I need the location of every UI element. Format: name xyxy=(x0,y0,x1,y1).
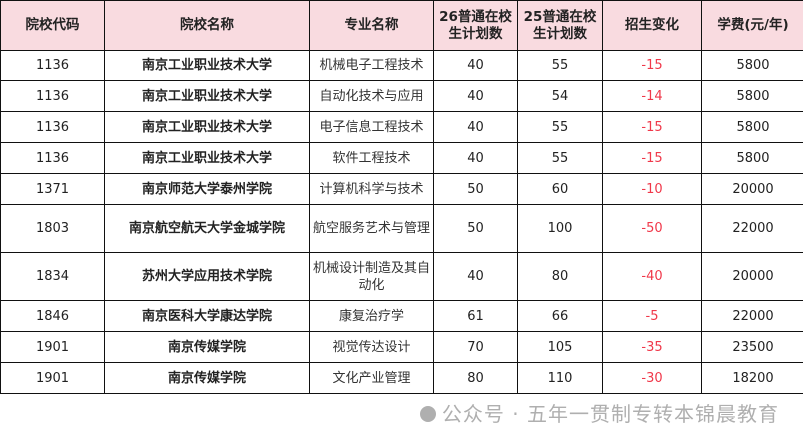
cell-chg: -40 xyxy=(602,252,702,301)
cell-n25: 54 xyxy=(517,80,603,112)
cell-n26: 40 xyxy=(433,142,518,174)
header-school-code: 院校代码 xyxy=(0,0,105,51)
header-change: 招生变化 xyxy=(602,0,702,51)
cell-school: 南京工业职业技术大学 xyxy=(104,50,310,81)
cell-n26: 40 xyxy=(433,111,518,143)
cell-major: 机械电子工程技术 xyxy=(309,50,434,81)
cell-school: 南京师范大学泰州学院 xyxy=(104,173,310,205)
watermark-text: 公众号 · 五年一贯制专转本锦晨教育 xyxy=(441,402,779,426)
cell-code: 1901 xyxy=(0,362,105,394)
cell-major: 计算机科学与技术 xyxy=(309,173,434,205)
cell-major: 文化产业管理 xyxy=(309,362,434,394)
cell-n26: 40 xyxy=(433,80,518,112)
cell-fee: 22000 xyxy=(701,204,803,253)
cell-code: 1136 xyxy=(0,80,105,112)
cell-n25: 55 xyxy=(517,111,603,143)
header-major: 专业名称 xyxy=(309,0,434,51)
cell-major: 航空服务艺术与管理 xyxy=(309,204,434,253)
header-plan-25: 25普通在校生计划数 xyxy=(517,0,603,51)
cell-chg: -15 xyxy=(602,111,702,143)
cell-n26: 61 xyxy=(433,300,518,332)
cell-major: 软件工程技术 xyxy=(309,142,434,174)
cell-n25: 60 xyxy=(517,173,603,205)
cell-n26: 70 xyxy=(433,331,518,363)
table-row: 1901 南京传媒学院 视觉传达设计 70 105 -35 23500 xyxy=(0,331,803,363)
cell-fee: 5800 xyxy=(701,50,803,81)
cell-code: 1136 xyxy=(0,142,105,174)
cell-code: 1371 xyxy=(0,173,105,205)
cell-major: 电子信息工程技术 xyxy=(309,111,434,143)
cell-fee: 5800 xyxy=(701,142,803,174)
cell-n25: 66 xyxy=(517,300,603,332)
table-row: 1803 南京航空航天大学金城学院 航空服务艺术与管理 50 100 -50 22000 xyxy=(0,204,803,253)
cell-n25: 80 xyxy=(517,252,603,301)
wechat-icon xyxy=(419,406,436,422)
cell-school: 南京医科大学康达学院 xyxy=(104,300,310,332)
watermark: 公众号 · 五年一贯制专转本锦晨教育 xyxy=(419,402,779,426)
cell-school: 苏州大学应用技术学院 xyxy=(104,252,310,301)
cell-major: 康复治疗学 xyxy=(309,300,434,332)
cell-fee: 20000 xyxy=(701,252,803,301)
table-row: 1901 南京传媒学院 文化产业管理 80 110 -30 18200 xyxy=(0,362,803,394)
header-school-name: 院校名称 xyxy=(104,0,310,51)
cell-n26: 40 xyxy=(433,50,518,81)
cell-code: 1803 xyxy=(0,204,105,253)
cell-code: 1834 xyxy=(0,252,105,301)
cell-fee: 5800 xyxy=(701,80,803,112)
cell-school: 南京传媒学院 xyxy=(104,331,310,363)
table-row: 1136 南京工业职业技术大学 电子信息工程技术 40 55 -15 5800 xyxy=(0,111,803,143)
cell-fee: 23500 xyxy=(701,331,803,363)
table-row: 1834 苏州大学应用技术学院 机械设计制造及其自动化 40 80 -40 20000 xyxy=(0,252,803,301)
cell-chg: -5 xyxy=(602,300,702,332)
cell-n26: 50 xyxy=(433,173,518,205)
cell-school: 南京工业职业技术大学 xyxy=(104,142,310,174)
cell-fee: 5800 xyxy=(701,111,803,143)
cell-n25: 55 xyxy=(517,50,603,81)
enrollment-table: 院校代码 院校名称 专业名称 26普通在校生计划数 25普通在校生计划数 招生变化 学费(元… xyxy=(0,0,803,394)
cell-chg: -35 xyxy=(602,331,702,363)
cell-n25: 105 xyxy=(517,331,603,363)
cell-code: 1136 xyxy=(0,111,105,143)
cell-school: 南京工业职业技术大学 xyxy=(104,80,310,112)
cell-n25: 100 xyxy=(517,204,603,253)
cell-chg: -10 xyxy=(602,173,702,205)
cell-fee: 18200 xyxy=(701,362,803,394)
cell-chg: -15 xyxy=(602,142,702,174)
cell-school: 南京航空航天大学金城学院 xyxy=(104,204,310,253)
cell-chg: -50 xyxy=(602,204,702,253)
header-row: 院校代码 院校名称 专业名称 26普通在校生计划数 25普通在校生计划数 招生变化 学费(元… xyxy=(0,0,803,51)
cell-n26: 80 xyxy=(433,362,518,394)
cell-school: 南京传媒学院 xyxy=(104,362,310,394)
header-tuition: 学费(元/年) xyxy=(701,0,803,51)
cell-code: 1136 xyxy=(0,50,105,81)
cell-major: 视觉传达设计 xyxy=(309,331,434,363)
cell-chg: -30 xyxy=(602,362,702,394)
cell-n25: 55 xyxy=(517,142,603,174)
cell-code: 1846 xyxy=(0,300,105,332)
header-plan-26: 26普通在校生计划数 xyxy=(433,0,518,51)
cell-n25: 110 xyxy=(517,362,603,394)
table-row: 1371 南京师范大学泰州学院 计算机科学与技术 50 60 -10 20000 xyxy=(0,173,803,205)
cell-chg: -14 xyxy=(602,80,702,112)
cell-major: 机械设计制造及其自动化 xyxy=(309,252,434,301)
table-row: 1136 南京工业职业技术大学 软件工程技术 40 55 -15 5800 xyxy=(0,142,803,174)
cell-school: 南京工业职业技术大学 xyxy=(104,111,310,143)
cell-n26: 40 xyxy=(433,252,518,301)
table-row: 1136 南京工业职业技术大学 机械电子工程技术 40 55 -15 5800 xyxy=(0,50,803,81)
cell-chg: -15 xyxy=(602,50,702,81)
cell-major: 自动化技术与应用 xyxy=(309,80,434,112)
cell-fee: 20000 xyxy=(701,173,803,205)
cell-n26: 50 xyxy=(433,204,518,253)
table-row: 1136 南京工业职业技术大学 自动化技术与应用 40 54 -14 5800 xyxy=(0,80,803,112)
table-row: 1846 南京医科大学康达学院 康复治疗学 61 66 -5 22000 xyxy=(0,300,803,332)
cell-fee: 22000 xyxy=(701,300,803,332)
cell-code: 1901 xyxy=(0,331,105,363)
